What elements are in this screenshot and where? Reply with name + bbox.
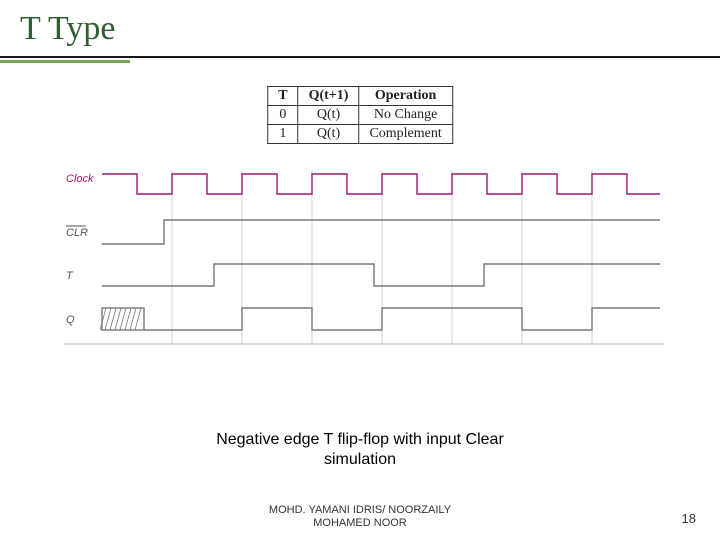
- timing-diagram: Clock CLR T Q: [64, 168, 664, 346]
- table-cell: Q(t): [298, 125, 359, 144]
- caption-line2: simulation: [324, 451, 396, 468]
- page-number: 18: [682, 511, 696, 526]
- table-cell: Q(t): [298, 106, 359, 125]
- page-title: T Type: [20, 10, 700, 48]
- footer-line2: MOHAMED NOOR: [313, 517, 407, 529]
- table-header: Operation: [359, 87, 452, 106]
- svg-text:CLR: CLR: [66, 227, 88, 239]
- title-underline-dark: [0, 56, 720, 58]
- svg-text:Q: Q: [66, 314, 75, 326]
- table-cell: Complement: [359, 125, 452, 144]
- table-row: 0Q(t)No Change: [268, 106, 453, 125]
- table-cell: No Change: [359, 106, 452, 125]
- table-row: 1Q(t)Complement: [268, 125, 453, 144]
- caption: Negative edge T flip-flop with input Cle…: [0, 430, 720, 470]
- footer-line1: MOHD. YAMANI IDRIS/ NOORZAILY: [269, 504, 451, 516]
- table-header: T: [268, 87, 298, 106]
- footer-credit: MOHD. YAMANI IDRIS/ NOORZAILY MOHAMED NO…: [0, 504, 720, 530]
- table-cell: 1: [268, 125, 298, 144]
- title-underline-green: [0, 60, 130, 63]
- table-header: Q(t+1): [298, 87, 359, 106]
- svg-text:Clock: Clock: [66, 173, 94, 185]
- svg-text:T: T: [66, 270, 74, 282]
- truth-table: TQ(t+1)Operation 0Q(t)No Change1Q(t)Comp…: [267, 86, 453, 144]
- table-cell: 0: [268, 106, 298, 125]
- caption-line1: Negative edge T flip-flop with input Cle…: [216, 431, 504, 448]
